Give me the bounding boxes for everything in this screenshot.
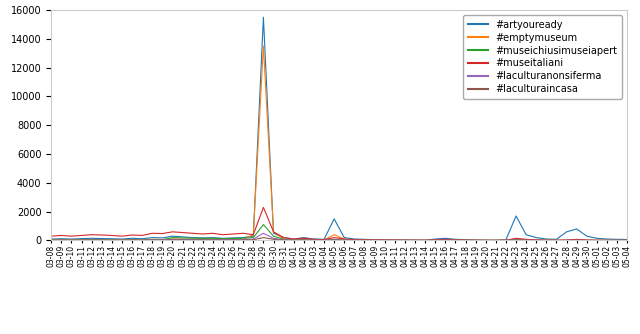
Line: #museitaliani: #museitaliani [51, 207, 627, 240]
#museichiusimuseiapert [623, 238, 631, 242]
#laculturanonsiferma [179, 237, 186, 241]
#artyouready [482, 238, 490, 242]
#museitaliani [623, 238, 631, 242]
#artyouready [492, 238, 500, 242]
#museitaliani [179, 230, 186, 234]
#museitaliani [552, 238, 560, 242]
#museichiusimuseiapert [47, 238, 55, 242]
#artyouready [47, 237, 55, 241]
#laculturanonsiferma [260, 231, 268, 235]
#emptymuseum [543, 238, 550, 242]
#laculturanonsiferma [482, 238, 490, 242]
#artyouready [623, 237, 631, 241]
#museichiusimuseiapert [260, 223, 268, 227]
#emptymuseum [623, 238, 631, 242]
Line: #artyouready: #artyouready [51, 17, 627, 240]
#artyouready [603, 237, 611, 241]
#museitaliani [492, 238, 500, 242]
#laculturaincasa [401, 238, 409, 242]
#museitaliani [47, 234, 55, 238]
Line: #museichiusimuseiapert: #museichiusimuseiapert [51, 225, 627, 240]
#emptymuseum [603, 238, 611, 242]
#laculturaincasa [603, 238, 611, 242]
#laculturanonsiferma [492, 238, 500, 242]
Legend: #artyouready, #emptymuseum, #museichiusimuseiapert, #museitaliani, #laculturanon: #artyouready, #emptymuseum, #museichiusi… [463, 15, 622, 99]
Line: #emptymuseum: #emptymuseum [51, 46, 627, 240]
#museichiusimuseiapert [543, 238, 550, 242]
#museichiusimuseiapert [179, 236, 186, 240]
#artyouready [552, 237, 560, 241]
#laculturaincasa [552, 238, 560, 242]
#artyouready [189, 235, 196, 239]
#laculturaincasa [179, 238, 186, 242]
#emptymuseum [47, 238, 55, 242]
#artyouready [442, 236, 449, 240]
#laculturanonsiferma [442, 238, 449, 242]
#emptymuseum [189, 237, 196, 241]
#museichiusimuseiapert [442, 238, 449, 242]
Line: #laculturanonsiferma: #laculturanonsiferma [51, 233, 627, 240]
#laculturanonsiferma [189, 237, 196, 241]
#emptymuseum [482, 238, 490, 242]
#artyouready [179, 235, 186, 239]
#museitaliani [603, 238, 611, 242]
#emptymuseum [260, 44, 268, 48]
#laculturanonsiferma [623, 238, 631, 242]
#laculturaincasa [452, 238, 460, 242]
#laculturaincasa [189, 238, 196, 242]
#emptymuseum [442, 238, 449, 242]
#museitaliani [260, 205, 268, 209]
#laculturanonsiferma [47, 238, 55, 242]
#museichiusimuseiapert [482, 238, 490, 242]
#museitaliani [482, 238, 490, 242]
#museichiusimuseiapert [603, 238, 611, 242]
#museitaliani [189, 231, 196, 235]
#laculturaincasa [492, 238, 500, 242]
#laculturaincasa [623, 238, 631, 242]
#laculturaincasa [260, 235, 268, 239]
#museichiusimuseiapert [189, 236, 196, 240]
#laculturanonsiferma [603, 238, 611, 242]
#laculturanonsiferma [552, 238, 560, 242]
#artyouready [260, 15, 268, 19]
#museitaliani [442, 237, 449, 241]
Line: #laculturaincasa: #laculturaincasa [51, 237, 627, 240]
#emptymuseum [179, 237, 186, 241]
#laculturaincasa [47, 238, 55, 242]
